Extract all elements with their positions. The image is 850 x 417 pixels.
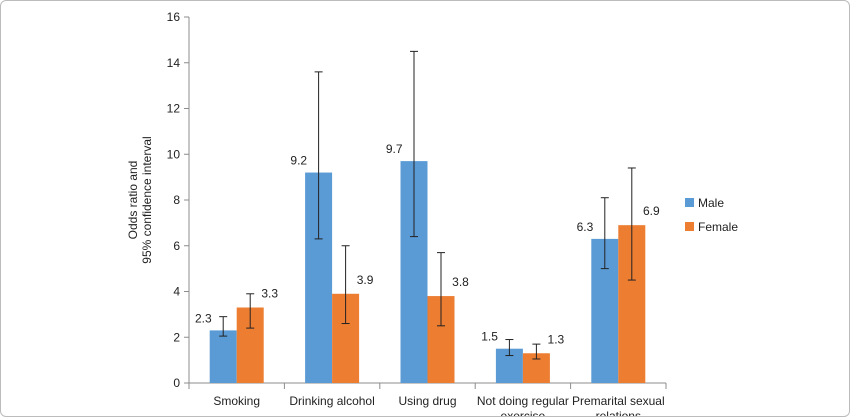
category-label: Drinking alcohol bbox=[289, 394, 374, 408]
y-axis-title: Odds ratio and95% confidence interval bbox=[126, 136, 154, 263]
legend-label-female: Female bbox=[698, 220, 738, 234]
data-label: 3.8 bbox=[452, 275, 469, 289]
data-label: 9.7 bbox=[386, 142, 403, 156]
y-tick-label: 6 bbox=[173, 239, 180, 253]
legend-label-male: Male bbox=[698, 196, 724, 210]
data-label: 1.3 bbox=[548, 332, 565, 346]
y-tick-label: 10 bbox=[167, 147, 181, 161]
y-tick-label: 14 bbox=[167, 56, 181, 70]
y-tick-label: 4 bbox=[173, 285, 180, 299]
category-label: Smoking bbox=[213, 394, 260, 408]
category-label: Using drug bbox=[398, 394, 456, 408]
data-label: 6.3 bbox=[577, 220, 594, 234]
data-label: 1.5 bbox=[481, 330, 498, 344]
y-tick-label: 0 bbox=[173, 376, 180, 390]
y-tick-label: 2 bbox=[173, 330, 180, 344]
y-tick-label: 16 bbox=[167, 10, 181, 24]
y-tick-label: 8 bbox=[173, 193, 180, 207]
y-tick-label: 12 bbox=[167, 102, 181, 116]
data-label: 3.9 bbox=[357, 273, 374, 287]
category-label: Premarital sexual relations bbox=[572, 394, 665, 417]
legend-swatch-female bbox=[685, 222, 694, 231]
bar-male bbox=[209, 330, 237, 383]
data-label: 6.9 bbox=[643, 204, 660, 218]
data-label: 3.3 bbox=[261, 287, 278, 301]
legend-swatch-male bbox=[685, 198, 694, 207]
data-label: 2.3 bbox=[195, 311, 212, 325]
data-label: 9.2 bbox=[290, 154, 307, 168]
category-label: Not doing regular exercise bbox=[477, 394, 569, 417]
